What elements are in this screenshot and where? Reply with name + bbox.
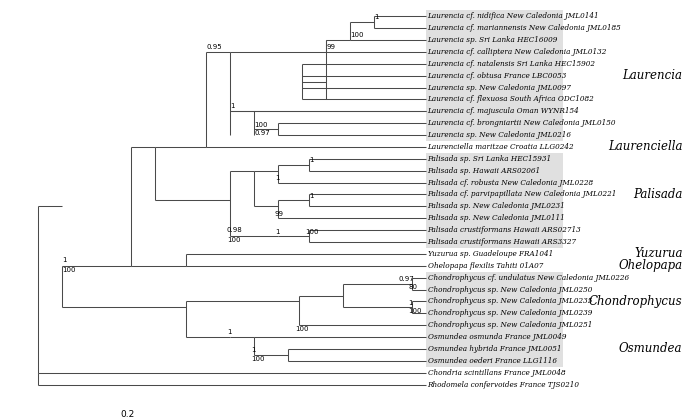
Text: 1: 1 [230, 103, 235, 109]
Text: Palisada cf. parvipapillata New Caledonia JML0221: Palisada cf. parvipapillata New Caledoni… [427, 191, 617, 198]
Text: Laurenciella maritzae Croatia LLG0242: Laurenciella maritzae Croatia LLG0242 [427, 143, 574, 151]
Text: 1: 1 [251, 347, 256, 353]
Text: Osmundea: Osmundea [619, 342, 682, 356]
Text: Palisada sp. Hawaii ARS02061: Palisada sp. Hawaii ARS02061 [427, 167, 541, 175]
Text: Chondrophycus sp. New Caledonia JML0235: Chondrophycus sp. New Caledonia JML0235 [427, 297, 592, 306]
Text: 0.2: 0.2 [120, 410, 135, 417]
Text: Yuzurua: Yuzurua [634, 247, 682, 260]
Text: Laurencia sp. New Caledonia JML0097: Laurencia sp. New Caledonia JML0097 [427, 83, 572, 91]
Text: Palisada cf. robusta New Caledonia JML0228: Palisada cf. robusta New Caledonia JML02… [427, 178, 594, 186]
Text: Osmundea hybrida France JML0051: Osmundea hybrida France JML0051 [427, 345, 561, 353]
Text: Ohelopapa flexilis Tahiti 01A07: Ohelopapa flexilis Tahiti 01A07 [427, 262, 543, 270]
Text: 1: 1 [374, 14, 379, 20]
Text: 100: 100 [63, 266, 76, 273]
Text: 100: 100 [295, 326, 309, 332]
Text: 0.95: 0.95 [206, 44, 222, 50]
Text: 1: 1 [408, 300, 413, 306]
Text: Laurencia cf. obtusa France LBC0053: Laurencia cf. obtusa France LBC0053 [427, 72, 567, 80]
Text: Chondrophycus sp. New Caledonia JML0239: Chondrophycus sp. New Caledonia JML0239 [427, 309, 592, 317]
Text: 100: 100 [408, 308, 422, 314]
Text: 0.98: 0.98 [227, 227, 243, 234]
Text: Palisada sp. New Caledonia JML0111: Palisada sp. New Caledonia JML0111 [427, 214, 565, 222]
Text: Chondrophycus cf. undulatus New Caledonia JML0226: Chondrophycus cf. undulatus New Caledoni… [427, 274, 629, 282]
Text: 100: 100 [254, 122, 268, 128]
Text: Chondria scintillans France JML0048: Chondria scintillans France JML0048 [427, 369, 565, 377]
Text: Laurenciella: Laurenciella [608, 141, 682, 153]
Text: 1: 1 [275, 229, 280, 234]
Text: Osmundea oederi France LLG1116: Osmundea oederi France LLG1116 [427, 357, 556, 365]
Text: 100: 100 [350, 32, 363, 38]
Text: Osmundea osmunda France JML0049: Osmundea osmunda France JML0049 [427, 333, 566, 341]
FancyBboxPatch shape [426, 331, 563, 367]
Text: Laurencia sp. New Caledonia JML0216: Laurencia sp. New Caledonia JML0216 [427, 131, 572, 139]
Text: 99: 99 [326, 44, 335, 50]
Text: 1: 1 [63, 257, 67, 263]
Text: 80: 80 [408, 284, 418, 290]
Text: 0.97: 0.97 [254, 130, 270, 136]
Text: Ohelopapa: Ohelopapa [618, 259, 682, 272]
Text: 1: 1 [309, 157, 313, 163]
Text: Palisada sp. Sri Lanka HEC15931: Palisada sp. Sri Lanka HEC15931 [427, 155, 552, 163]
Text: 100: 100 [251, 356, 264, 362]
Text: Laurencia: Laurencia [622, 69, 682, 82]
Text: 100: 100 [227, 237, 240, 243]
Text: Chondrophycus sp. New Caledonia JML0251: Chondrophycus sp. New Caledonia JML0251 [427, 321, 592, 329]
Text: 1: 1 [275, 175, 280, 181]
Text: Laurencia cf. mariannensis New Caledonia JML0185: Laurencia cf. mariannensis New Caledonia… [427, 24, 621, 32]
Text: Laurencia cf. nidifica New Caledonia JML0141: Laurencia cf. nidifica New Caledonia JML… [427, 12, 599, 20]
Text: Yuzurua sp. Guadeloupe FRA1041: Yuzurua sp. Guadeloupe FRA1041 [427, 250, 553, 258]
Text: 0.97: 0.97 [398, 276, 414, 282]
Text: Laurencia cf. flexuosa South Africa ODC1082: Laurencia cf. flexuosa South Africa ODC1… [427, 95, 594, 103]
Text: 1: 1 [227, 329, 232, 335]
Text: Palisada: Palisada [633, 188, 682, 201]
Text: Laurencia sp. Sri Lanka HEC16009: Laurencia sp. Sri Lanka HEC16009 [427, 36, 558, 44]
Text: Palisada crustiformans Hawaii ARS02713: Palisada crustiformans Hawaii ARS02713 [427, 226, 581, 234]
Text: Chondrophycus: Chondrophycus [589, 295, 682, 308]
FancyBboxPatch shape [426, 153, 563, 248]
Text: Laurencia cf. calliptera New Caledonia JML0132: Laurencia cf. calliptera New Caledonia J… [427, 48, 607, 56]
Text: Laurencia cf. majuscula Oman WYNR154: Laurencia cf. majuscula Oman WYNR154 [427, 107, 579, 115]
Text: Chondrophycus sp. New Caledonia JML0250: Chondrophycus sp. New Caledonia JML0250 [427, 286, 592, 294]
FancyBboxPatch shape [426, 272, 563, 331]
Text: Palisada sp. New Caledonia JML0231: Palisada sp. New Caledonia JML0231 [427, 202, 565, 210]
Text: Laurencia cf. brongniartii New Caledonia JML0150: Laurencia cf. brongniartii New Caledonia… [427, 119, 616, 127]
Text: 99: 99 [275, 211, 284, 217]
Text: Rhodomela confervoides France TJS0210: Rhodomela confervoides France TJS0210 [427, 381, 580, 389]
Text: 100: 100 [306, 229, 319, 234]
Text: 1: 1 [309, 193, 313, 199]
FancyBboxPatch shape [426, 10, 563, 141]
Text: Palisada crustiformans Hawaii ARS3327: Palisada crustiformans Hawaii ARS3327 [427, 238, 576, 246]
Text: Laurencia cf. natalensis Sri Lanka HEC15902: Laurencia cf. natalensis Sri Lanka HEC15… [427, 60, 596, 68]
